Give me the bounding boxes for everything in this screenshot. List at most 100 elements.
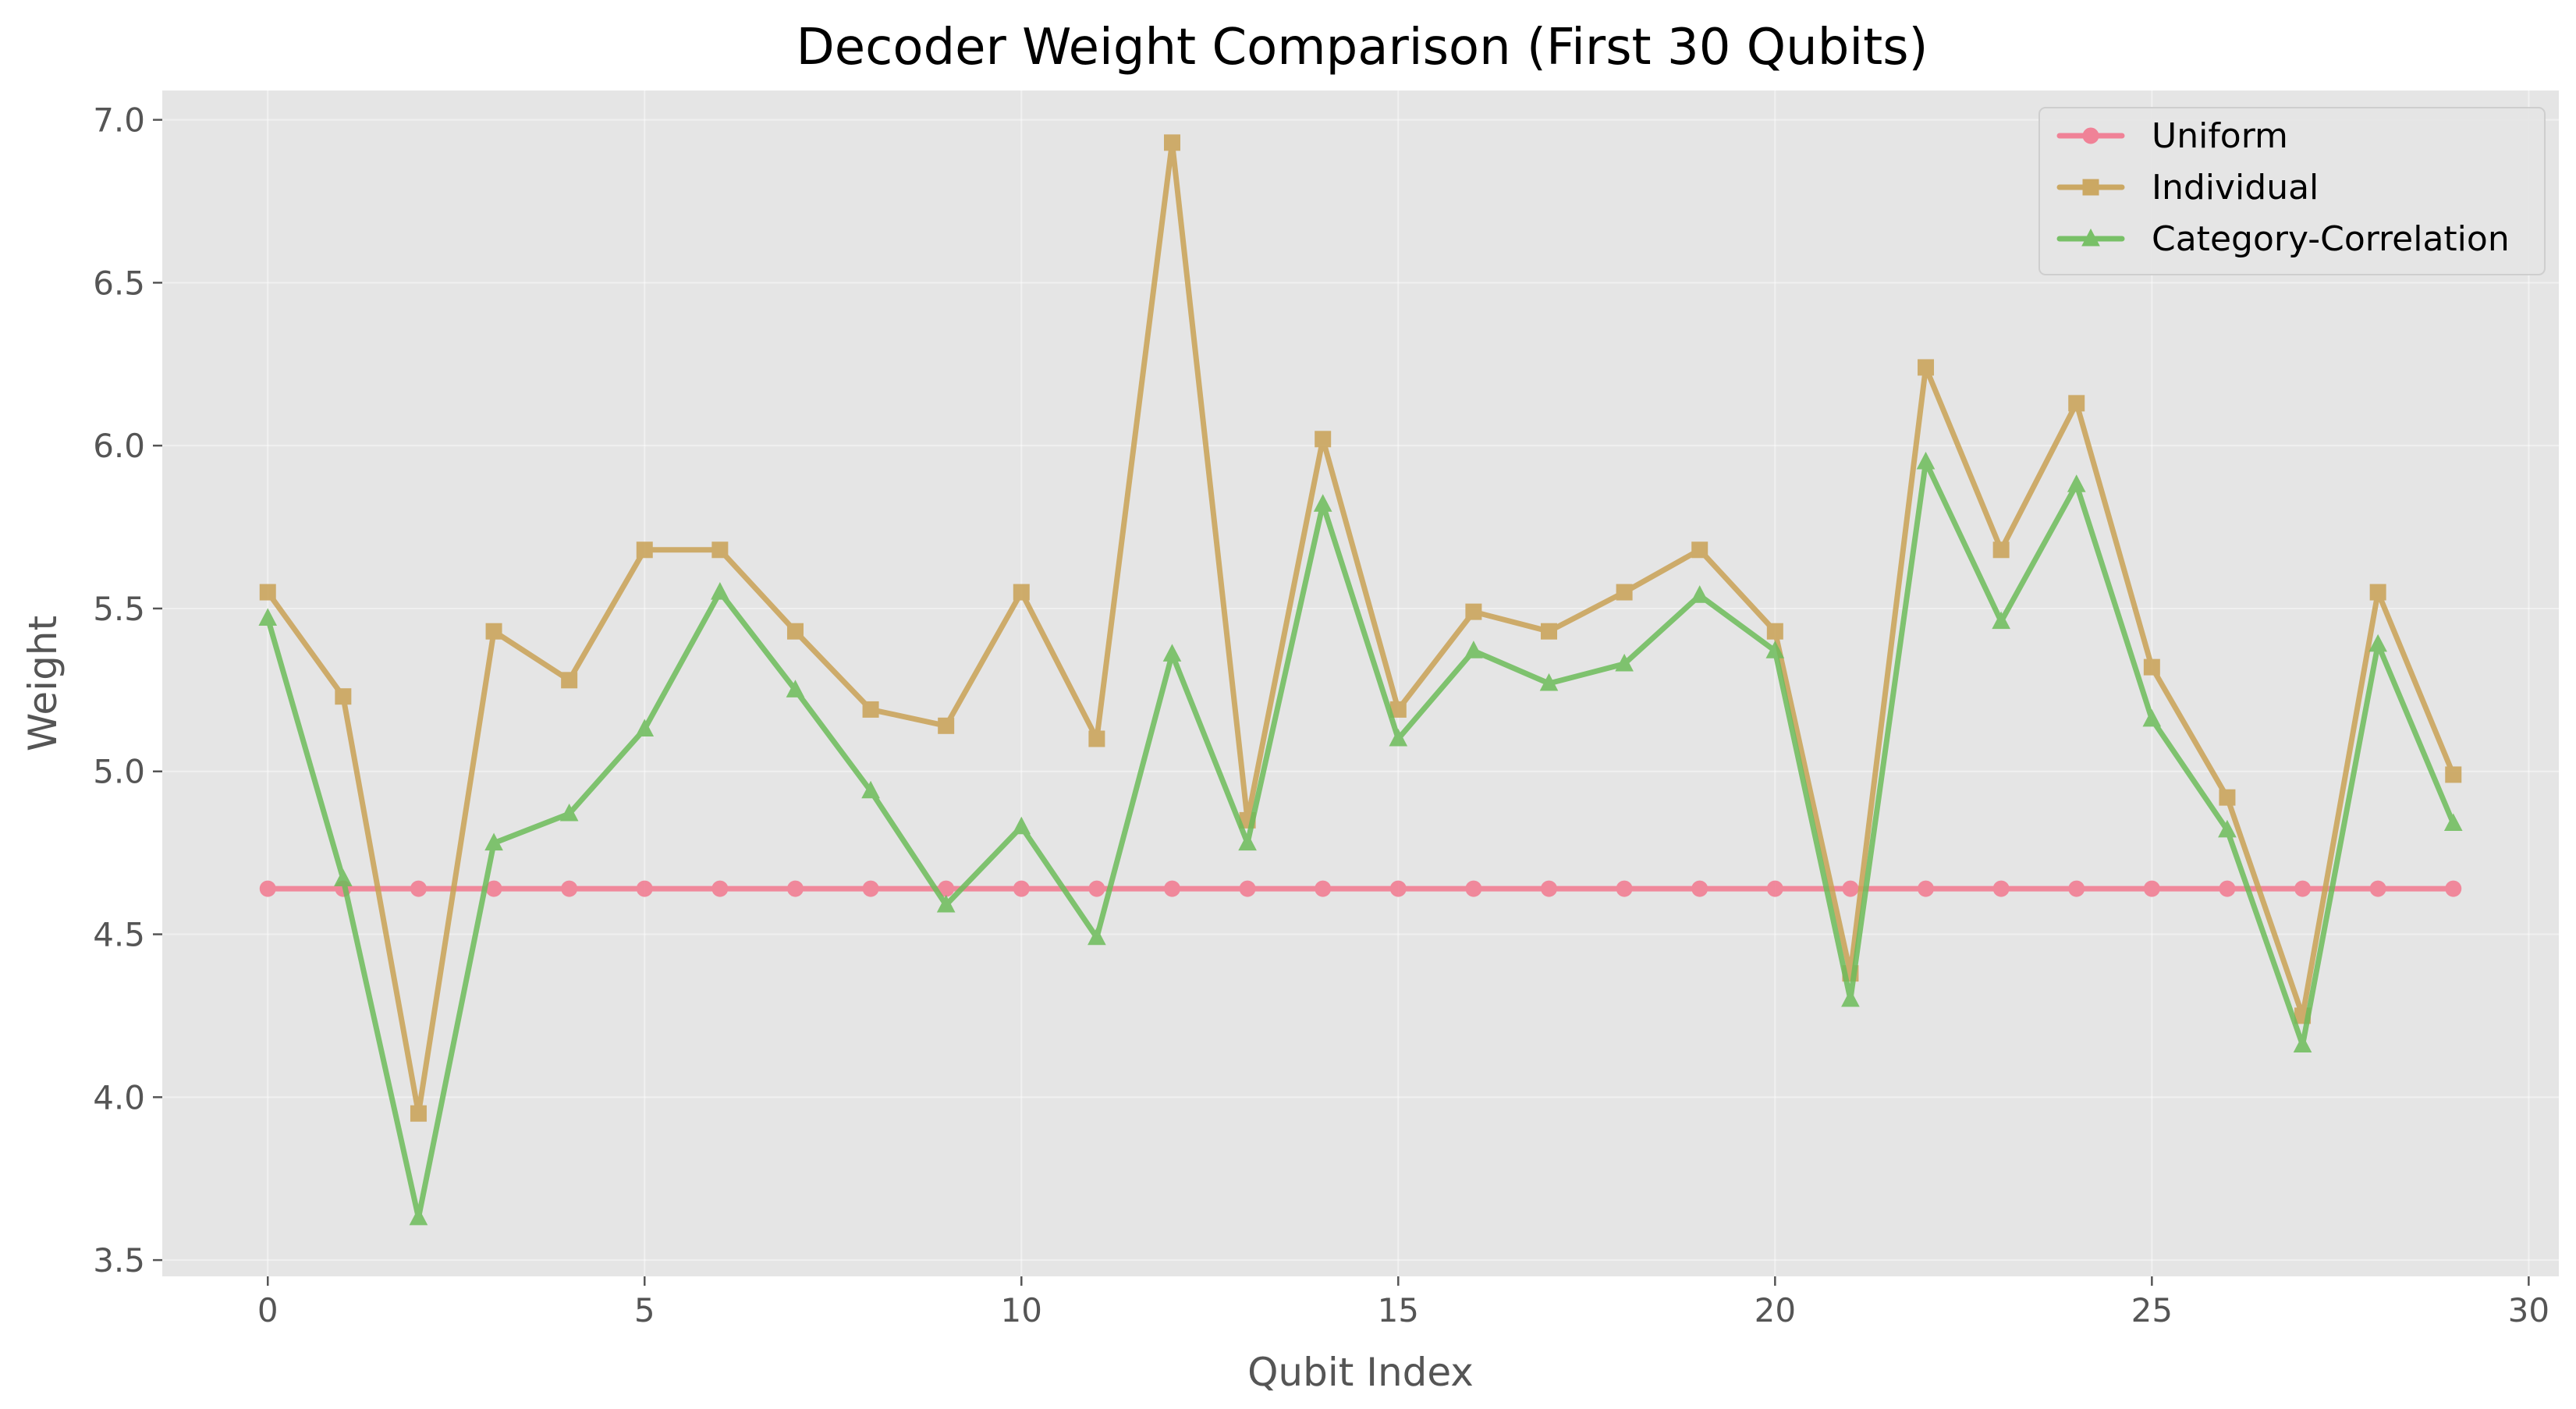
data-point-individual: [938, 717, 955, 734]
data-point-individual: [561, 672, 578, 689]
legend-marker-category-correlation: [2081, 228, 2100, 247]
y-tick-label: 5.0: [93, 753, 145, 791]
data-point-individual: [1541, 623, 1558, 640]
x-tick-label: 30: [2508, 1291, 2549, 1329]
data-point-category-correlation: [1464, 641, 1483, 658]
data-point-uniform: [636, 880, 653, 897]
legend-entries: Uniform Individual Category-Correlation: [2056, 116, 2510, 259]
data-point-individual: [2219, 789, 2236, 806]
y-axis: 3.5 4.0 4.5 5.0 5.5 6.0 6.5 7.0: [93, 101, 162, 1279]
y-tick-label: 6.5: [93, 264, 145, 302]
data-point-uniform: [2445, 880, 2462, 897]
data-point-uniform: [561, 880, 578, 897]
y-tick-label: 4.0: [93, 1078, 145, 1116]
series-line-category-correlation: [264, 459, 2457, 1221]
data-point-category-correlation: [334, 868, 353, 887]
data-point-category-correlation: [484, 832, 503, 851]
data-point-individual: [1315, 431, 1332, 448]
data-point-category-correlation: [2443, 813, 2463, 832]
data-point-individual: [786, 623, 804, 640]
x-tick-label: 0: [257, 1291, 279, 1329]
data-point-uniform: [2219, 880, 2236, 897]
legend-box: [2038, 107, 2546, 275]
chart-title: Decoder Weight Comparison (First 30 Qubi…: [796, 19, 1928, 76]
data-point-individual: [1163, 134, 1180, 151]
legend-label-category-correlation: Category-Correlation: [2152, 219, 2510, 259]
legend-label-uniform: Uniform: [2152, 116, 2288, 156]
y-tick-label: 6.0: [93, 427, 145, 465]
data-point-uniform: [1616, 880, 1633, 897]
data-point-uniform: [1088, 880, 1105, 897]
data-point-individual: [485, 623, 502, 640]
data-point-individual: [2143, 658, 2160, 676]
data-point-uniform: [711, 880, 729, 897]
data-point-category-correlation: [1690, 585, 1709, 603]
data-point-uniform: [1239, 880, 1256, 897]
data-point-category-correlation: [1389, 728, 1408, 747]
y-gridlines: [162, 119, 2559, 1262]
data-point-individual: [711, 541, 729, 559]
data-point-individual: [1088, 730, 1105, 747]
series-category-correlation: [258, 451, 2463, 1226]
x-axis-label: Qubit Index: [1247, 1350, 1474, 1395]
data-point-category-correlation: [635, 719, 655, 736]
data-point-category-correlation: [861, 780, 880, 799]
data-point-category-correlation: [1765, 641, 1785, 658]
data-point-category-correlation: [1012, 816, 1031, 835]
legend: Uniform Individual Category-Correlation: [2038, 107, 2546, 275]
series-line-individual: [264, 140, 2457, 1116]
data-point-category-correlation: [1313, 494, 1332, 512]
x-tick-label: 10: [1001, 1291, 1042, 1329]
x-tick-label: 20: [1755, 1291, 1796, 1329]
data-point-category-correlation: [2142, 708, 2162, 727]
data-point-uniform: [1465, 880, 1482, 897]
data-point-uniform: [2068, 880, 2085, 897]
data-point-category-correlation: [1088, 927, 1106, 946]
y-tick-label: 7.0: [93, 101, 145, 140]
data-point-uniform: [2369, 880, 2386, 897]
x-axis: 0 5 10 15 20 25 30: [257, 1276, 2549, 1329]
data-point-category-correlation: [1238, 832, 1257, 851]
data-point-category-correlation: [2368, 634, 2387, 652]
data-point-individual: [862, 701, 879, 718]
data-point-category-correlation: [786, 680, 805, 697]
legend-entry-individual: [2056, 179, 2125, 196]
data-point-uniform: [1992, 880, 2010, 897]
data-point-individual: [1918, 359, 1935, 376]
data-point-individual: [2445, 766, 2462, 783]
data-point-category-correlation: [1992, 611, 2010, 630]
data-point-individual: [1691, 541, 1708, 559]
y-tick-label: 5.5: [93, 590, 145, 628]
data-point-individual: [259, 584, 276, 601]
data-point-category-correlation: [1916, 451, 1936, 470]
data-point-category-correlation: [258, 608, 278, 626]
data-point-uniform: [1842, 880, 1859, 897]
data-point-individual: [2068, 395, 2085, 412]
data-point-category-correlation: [559, 803, 579, 822]
data-point-category-correlation: [1539, 673, 1559, 691]
data-point-category-correlation: [2067, 474, 2086, 492]
data-point-category-correlation: [1615, 653, 1634, 672]
series-individual: [259, 134, 2462, 1122]
data-point-uniform: [1918, 880, 1935, 897]
data-point-uniform: [1163, 880, 1180, 897]
x-tick-label: 5: [634, 1291, 655, 1329]
data-point-category-correlation: [2218, 819, 2237, 838]
legend-entry-uniform: [2056, 127, 2125, 144]
y-tick-label: 4.5: [93, 916, 145, 954]
data-point-individual: [1013, 584, 1030, 601]
legend-marker-uniform: [2082, 127, 2099, 144]
y-axis-label: Weight: [20, 616, 66, 751]
data-point-category-correlation: [2293, 1035, 2312, 1053]
data-point-category-correlation: [409, 1207, 428, 1226]
data-point-individual: [1616, 584, 1633, 601]
data-point-category-correlation: [936, 894, 956, 913]
data-point-category-correlation: [1162, 644, 1182, 662]
data-point-uniform: [259, 880, 276, 897]
data-point-uniform: [786, 880, 804, 897]
data-point-uniform: [1013, 880, 1030, 897]
data-point-individual: [1465, 603, 1482, 620]
data-point-individual: [1766, 623, 1783, 640]
legend-marker-individual: [2082, 179, 2099, 196]
